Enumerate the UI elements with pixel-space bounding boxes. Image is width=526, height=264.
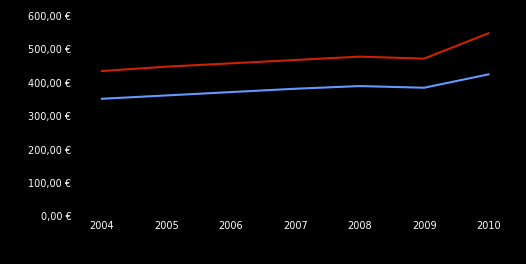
10 à 15m <box>421 86 427 89</box>
>15m <box>99 69 105 73</box>
10 à 15m <box>292 87 298 90</box>
>15m <box>163 65 169 68</box>
Line: 10 à 15m: 10 à 15m <box>102 74 489 99</box>
Line: >15m: >15m <box>102 33 489 71</box>
10 à 15m <box>357 84 363 88</box>
>15m <box>421 57 427 60</box>
10 à 15m <box>99 97 105 100</box>
>15m <box>228 62 234 65</box>
10 à 15m <box>485 73 492 76</box>
10 à 15m <box>228 91 234 94</box>
>15m <box>357 55 363 58</box>
>15m <box>485 32 492 35</box>
10 à 15m <box>163 94 169 97</box>
>15m <box>292 58 298 62</box>
